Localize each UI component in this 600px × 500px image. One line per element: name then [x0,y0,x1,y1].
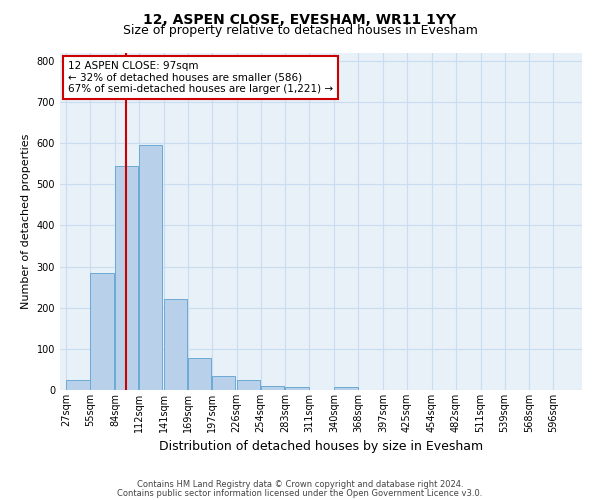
Text: 12, ASPEN CLOSE, EVESHAM, WR11 1YY: 12, ASPEN CLOSE, EVESHAM, WR11 1YY [143,12,457,26]
Bar [286,387,309,390]
Y-axis label: Number of detached properties: Number of detached properties [21,134,31,309]
Bar [115,166,139,390]
Bar [334,387,358,390]
Text: Contains HM Land Registry data © Crown copyright and database right 2024.: Contains HM Land Registry data © Crown c… [137,480,463,489]
Text: 12 ASPEN CLOSE: 97sqm
← 32% of detached houses are smaller (586)
67% of semi-det: 12 ASPEN CLOSE: 97sqm ← 32% of detached … [68,61,333,94]
Bar [188,358,211,390]
X-axis label: Distribution of detached houses by size in Evesham: Distribution of detached houses by size … [159,440,483,454]
Bar [91,272,113,390]
Text: Contains public sector information licensed under the Open Government Licence v3: Contains public sector information licen… [118,488,482,498]
Bar [212,376,235,390]
Bar [237,380,260,390]
Bar [164,300,187,390]
Text: Size of property relative to detached houses in Evesham: Size of property relative to detached ho… [122,24,478,37]
Bar [139,145,163,390]
Bar [67,380,89,390]
Bar [260,386,284,390]
